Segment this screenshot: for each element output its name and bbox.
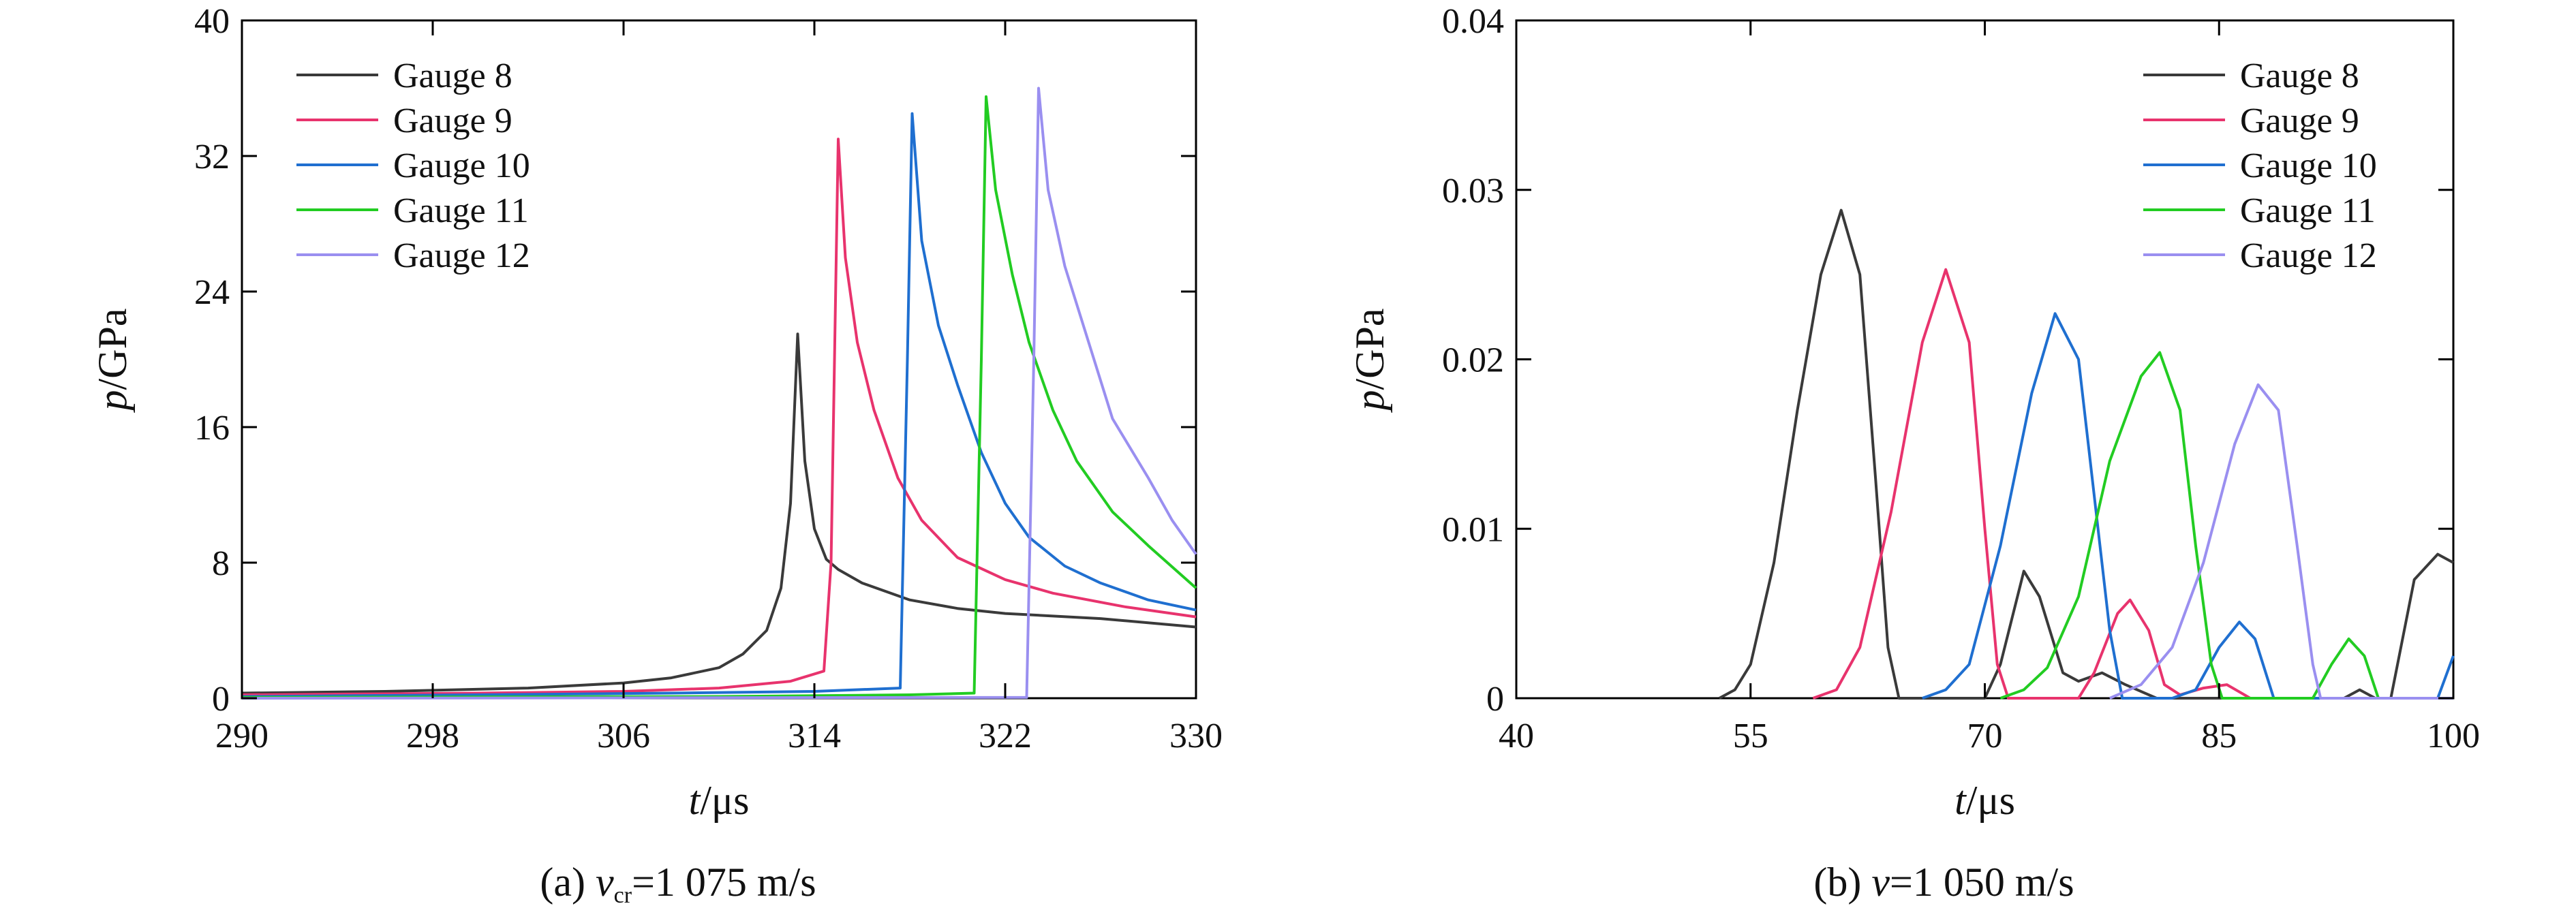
legend-label: Gauge 12: [393, 236, 530, 275]
y-axis-label: p/GPa: [1347, 309, 1392, 413]
panel-caption: (a) vcr=1 075 m/s: [540, 860, 816, 908]
y-tick-label: 0.03: [1442, 172, 1504, 210]
legend-label: Gauge 12: [2240, 236, 2377, 275]
y-tick-label: 8: [212, 544, 230, 583]
series-line-gauge-10: [1922, 312, 2455, 700]
legend: Gauge 8 Gauge 9 Gauge 10 Gauge 11 Gauge 12: [296, 57, 530, 275]
series-line-gauge-9: [241, 138, 1197, 696]
y-tick-label: 0.01: [1442, 510, 1504, 549]
x-tick-label: 85: [2201, 717, 2237, 755]
y-tick-label: 0.04: [1442, 2, 1504, 41]
legend-label: Gauge 8: [393, 57, 512, 95]
x-tick-label: 40: [1499, 717, 1534, 755]
legend-label: Gauge 9: [2240, 101, 2359, 140]
x-tick-label: 306: [597, 717, 650, 755]
x-tick-label: 70: [1967, 717, 2003, 755]
y-tick-label: 24: [194, 273, 230, 312]
x-tick-label: 314: [788, 717, 841, 755]
panel-caption: (b) v=1 050 m/s: [1813, 860, 2074, 905]
x-tick-label: 55: [1733, 717, 1768, 755]
panel-a: 290 298 306 314 322 330 0 8 16 24 32 40 t/μs p/GPa Gau…: [90, 2, 1223, 908]
y-tick-label: 0: [1486, 680, 1504, 719]
series-line-gauge-11: [241, 95, 1197, 699]
series-line-gauge-11: [1999, 351, 2453, 700]
legend-label: Gauge 11: [393, 191, 529, 230]
y-tick-label: 0: [212, 680, 230, 719]
x-tick-label: 322: [979, 717, 1032, 755]
series-line-gauge-12: [241, 87, 1197, 700]
y-axis-label: p/GPa: [90, 309, 135, 413]
plot-frame: [241, 19, 1197, 700]
x-axis-label: t/μs: [1954, 778, 2015, 823]
legend: Gauge 8 Gauge 9 Gauge 10 Gauge 11 Gauge 12: [2143, 57, 2377, 275]
series-line-gauge-10: [241, 112, 1197, 698]
series-line-gauge-12: [2109, 383, 2453, 700]
x-tick-label: 290: [215, 717, 269, 755]
y-tick-label: 32: [194, 138, 230, 176]
y-tick-label: 16: [194, 409, 230, 448]
x-axis-label: t/μs: [689, 778, 750, 823]
series-line-gauge-9: [1812, 268, 2453, 700]
y-tick-label: 40: [194, 2, 230, 41]
x-tick-label: 100: [2427, 717, 2480, 755]
legend-label: Gauge 10: [393, 146, 530, 185]
legend-label: Gauge 9: [393, 101, 512, 140]
legend-label: Gauge 8: [2240, 57, 2359, 95]
panel-b: 40 55 70 85 100 0 0.01 0.02 0.03 0.04 t/μs p/GPa Gau…: [1347, 2, 2480, 905]
series-line-gauge-8: [1718, 208, 2454, 700]
legend-label: Gauge 11: [2240, 191, 2376, 230]
series-line-gauge-8: [241, 332, 1197, 695]
x-tick-label: 330: [1169, 717, 1223, 755]
legend-label: Gauge 10: [2240, 146, 2377, 185]
x-tick-label: 298: [406, 717, 459, 755]
y-tick-label: 0.02: [1442, 341, 1504, 380]
